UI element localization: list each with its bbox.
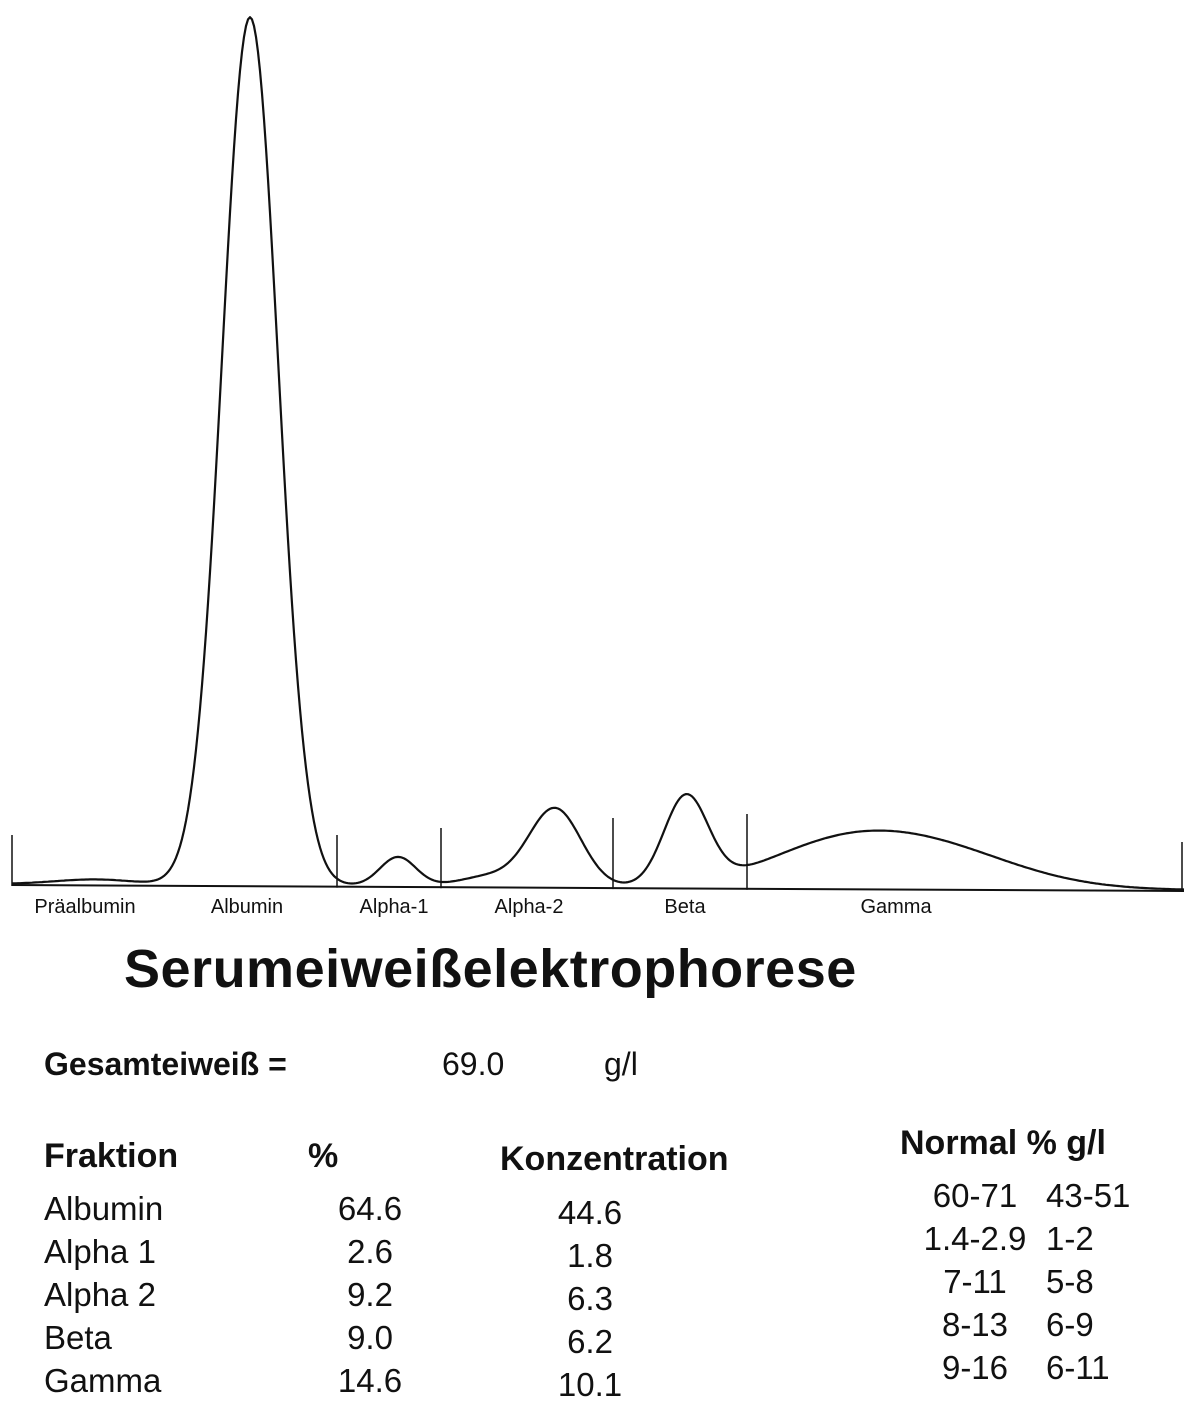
- row-normal-gl: 6-11: [1046, 1349, 1110, 1386]
- row-fraktion: Beta: [44, 1319, 112, 1356]
- row-normal-percent: 1.4-2.9: [923, 1220, 1027, 1257]
- fraction-label: Alpha-1: [360, 896, 429, 918]
- header-normal: Normal % g/l: [900, 1124, 1106, 1162]
- row-normal-percent: 8-13: [941, 1306, 1009, 1343]
- header-percent: %: [308, 1137, 339, 1175]
- row-konzentration: 10.1: [557, 1366, 623, 1403]
- row-normal-gl: 43-51: [1046, 1177, 1131, 1214]
- fraction-label: Beta: [664, 896, 706, 918]
- electrophoresis-curve: [12, 16, 1185, 891]
- row-konzentration: 1.8: [567, 1237, 613, 1274]
- row-normal-percent: 7-11: [943, 1263, 1007, 1300]
- row-fraktion: Gamma: [44, 1362, 162, 1399]
- row-fraktion: Albumin: [44, 1190, 164, 1227]
- row-fraktion: Alpha 1: [44, 1233, 156, 1270]
- row-percent: 9.2: [347, 1276, 393, 1313]
- electrophoresis-chart: Präalbumin Albumin Alpha-1 Alpha-2 Beta Gamma: [11, 16, 1185, 918]
- row-normal-percent: 60-71: [932, 1177, 1018, 1214]
- fraction-label: Albumin: [211, 896, 283, 918]
- header-fraktion: Fraktion: [44, 1137, 179, 1175]
- fraction-label: Alpha-2: [495, 896, 564, 918]
- header-konzentration: Konzentration: [500, 1140, 729, 1178]
- row-normal-gl: 1-2: [1046, 1220, 1094, 1257]
- total-protein-unit: g/l: [604, 1046, 638, 1082]
- total-protein-value: 69.0: [442, 1046, 505, 1082]
- row-konzentration: 6.2: [567, 1323, 613, 1360]
- row-percent: 2.6: [347, 1233, 393, 1270]
- row-normal-gl: 6-9: [1046, 1306, 1094, 1343]
- row-konzentration: 44.6: [557, 1194, 623, 1231]
- fraction-label: Gamma: [860, 896, 932, 918]
- row-normal-percent: 9-16: [941, 1349, 1009, 1386]
- total-protein-label: Gesamteiweiß =: [44, 1046, 287, 1082]
- row-normal-gl: 5-8: [1046, 1263, 1094, 1300]
- row-percent: 64.6: [337, 1190, 403, 1227]
- fraction-label: Präalbumin: [34, 896, 135, 918]
- row-percent: 9.0: [347, 1319, 393, 1356]
- row-konzentration: 6.3: [567, 1280, 613, 1317]
- row-percent: 14.6: [337, 1362, 403, 1399]
- row-fraktion: Alpha 2: [44, 1276, 156, 1313]
- baseline: [11, 884, 1185, 892]
- chart-title: Serumeiweißelektrophorese: [124, 939, 857, 999]
